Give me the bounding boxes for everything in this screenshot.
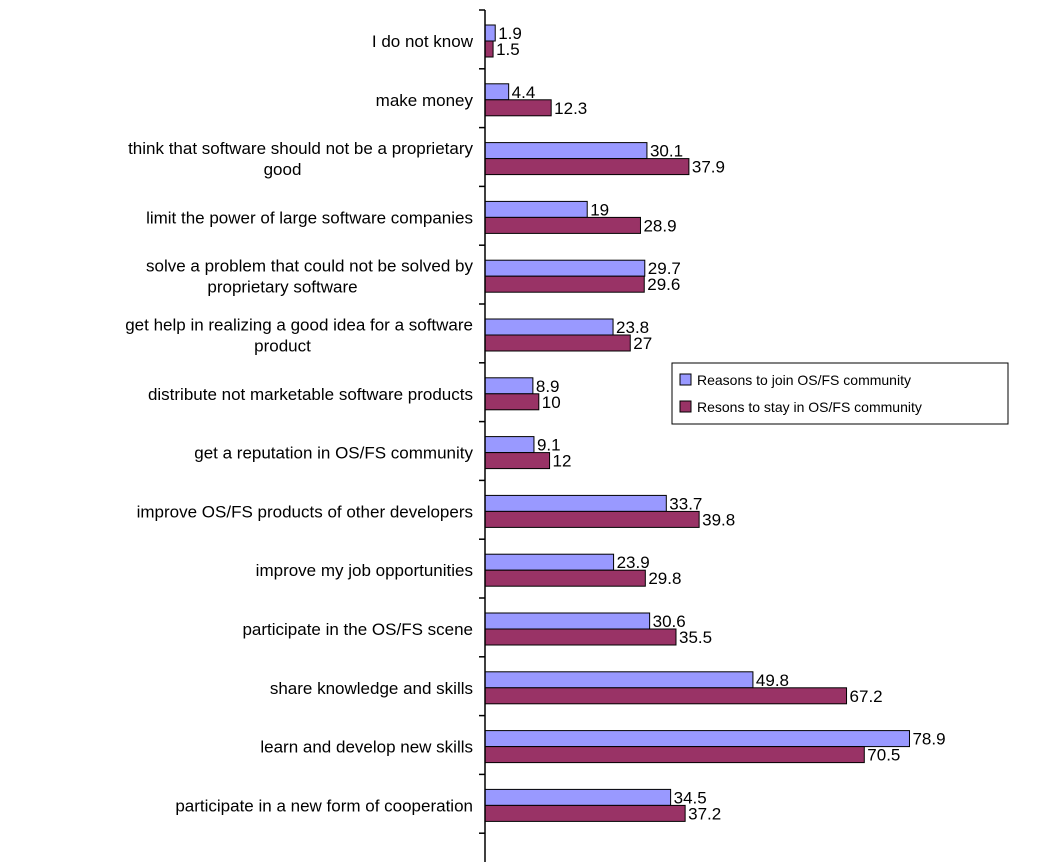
- value-label: 37.2: [688, 804, 721, 823]
- bar-join: [484, 24, 496, 42]
- category-label: solve a problem that could not be solved…: [146, 257, 473, 276]
- category-label: get a reputation in OS/FS community: [194, 444, 473, 463]
- value-label: 34.5: [674, 788, 707, 807]
- bar-stay: [484, 158, 690, 176]
- category-label: learn and develop new skills: [260, 738, 473, 757]
- category-label: product: [254, 337, 311, 356]
- bar-join: [484, 671, 754, 689]
- value-label: 67.2: [850, 687, 883, 706]
- bar-stay: [484, 510, 700, 528]
- bar-join: [484, 612, 651, 630]
- category-label: I do not know: [372, 32, 474, 51]
- legend-swatch-stay: [679, 400, 692, 413]
- category-label: participate in a new form of cooperation: [175, 796, 473, 815]
- bar-stay: [484, 275, 645, 293]
- category-labels: I do not know make money think that softwa…: [125, 32, 473, 815]
- legend-swatch-join: [679, 373, 692, 386]
- value-label: 29.6: [647, 275, 680, 294]
- bar-stay: [484, 40, 494, 58]
- value-label: 30.6: [653, 612, 686, 631]
- value-label: 9.1: [537, 436, 561, 455]
- bar-join: [484, 377, 534, 395]
- category-label: distribute not marketable software produ…: [148, 385, 473, 404]
- bar-stay: [484, 687, 848, 705]
- bar-join: [484, 318, 614, 336]
- value-label: 35.5: [679, 628, 712, 647]
- value-label: 19: [590, 200, 609, 219]
- value-label: 39.8: [702, 510, 735, 529]
- category-label: improve OS/FS products of other develope…: [137, 502, 473, 521]
- value-label: 33.7: [669, 494, 702, 513]
- category-label: improve my job opportunities: [256, 561, 473, 580]
- bar-join: [484, 788, 672, 806]
- bar-join: [484, 436, 535, 454]
- value-label: 1.9: [498, 24, 522, 43]
- value-label: 37.9: [692, 158, 725, 177]
- category-label: limit the power of large software compan…: [146, 208, 473, 227]
- value-label: 70.5: [867, 746, 900, 765]
- value-label: 4.4: [512, 83, 536, 102]
- bar-stay: [484, 334, 631, 352]
- bar-stay: [484, 216, 641, 234]
- bar-join: [484, 83, 510, 101]
- value-label: 29.7: [648, 259, 681, 278]
- bar-stay: [484, 452, 551, 470]
- category-label: proprietary software: [207, 278, 357, 297]
- bar-join: [484, 200, 588, 218]
- value-label: 23.9: [617, 553, 650, 572]
- y-axis-ticks: [479, 9, 485, 834]
- legend-box: [671, 362, 1009, 425]
- bar-join: [484, 142, 648, 160]
- bar-stay: [484, 804, 686, 822]
- bar-join: [484, 553, 615, 571]
- bar-join: [484, 730, 910, 748]
- value-label: 27: [633, 334, 652, 353]
- value-labels: 1.91.54.412.330.137.91928.929.729.623.82…: [496, 24, 946, 823]
- legend: Reasons to join OS/FS community Resons t…: [671, 362, 1009, 425]
- value-label: 28.9: [643, 216, 676, 235]
- category-label: think that software should not be a prop…: [128, 139, 473, 158]
- value-label: 23.8: [616, 318, 649, 337]
- bar-stay: [484, 393, 540, 411]
- value-label: 78.9: [912, 730, 945, 749]
- bar-stay: [484, 99, 552, 117]
- value-label: 30.1: [650, 142, 683, 161]
- value-label: 1.5: [496, 40, 520, 59]
- value-label: 8.9: [536, 377, 560, 396]
- legend-label-join: Reasons to join OS/FS community: [697, 372, 911, 388]
- bar-join: [484, 259, 646, 277]
- category-label: get help in realizing a good idea for a …: [125, 316, 473, 335]
- bar-stay: [484, 746, 865, 764]
- bar-join: [484, 494, 667, 512]
- bar-stay: [484, 569, 646, 587]
- category-label: participate in the OS/FS scene: [242, 620, 473, 639]
- bar-stay: [484, 628, 677, 646]
- value-label: 49.8: [756, 671, 789, 690]
- value-label: 29.8: [648, 569, 681, 588]
- value-label: 10: [542, 393, 561, 412]
- category-label: good: [264, 160, 302, 179]
- bars-layer: [484, 24, 910, 822]
- category-label: share knowledge and skills: [270, 679, 473, 698]
- legend-label-stay: Resons to stay in OS/FS community: [697, 399, 922, 415]
- category-label: make money: [376, 91, 474, 110]
- value-label: 12.3: [554, 99, 587, 118]
- value-label: 12: [553, 452, 572, 471]
